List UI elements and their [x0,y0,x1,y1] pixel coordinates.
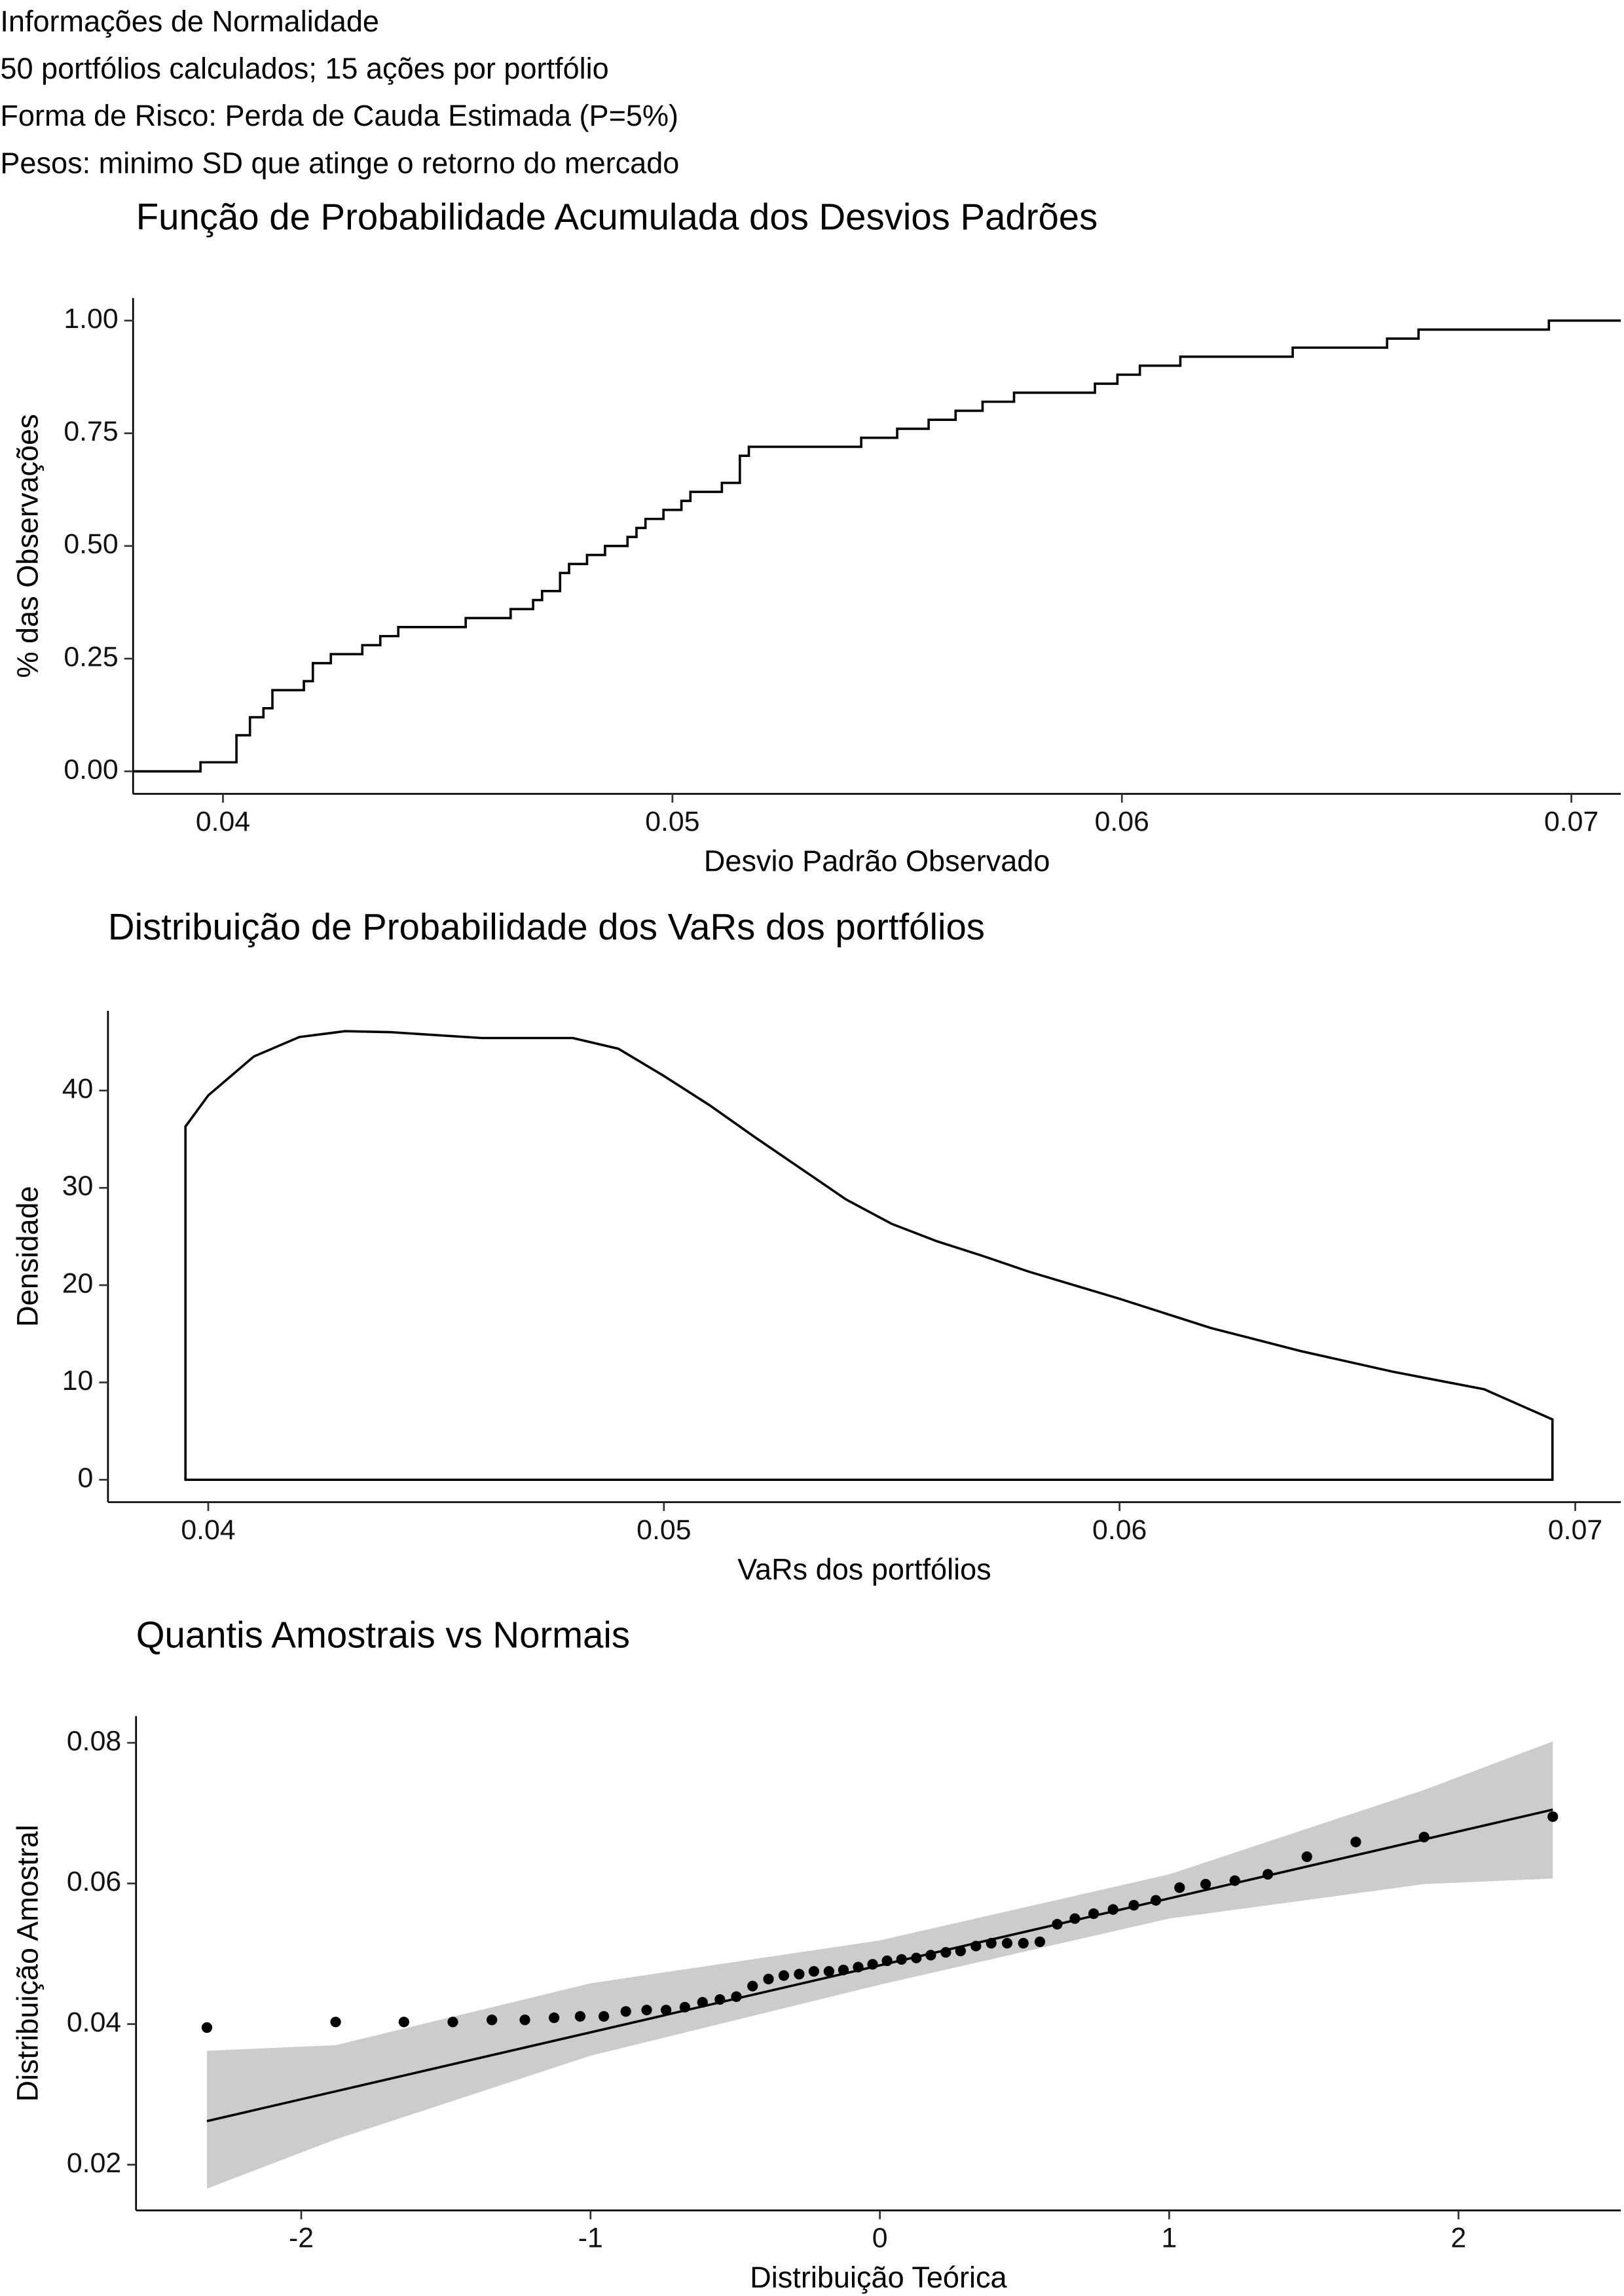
qq-point [1301,1851,1312,1863]
x-axis-title: VaRs dos portfólios [737,1552,991,1586]
chart-title: Distribuição de Probabilidade dos VaRs d… [108,906,985,947]
qq-point [970,1941,982,1952]
ecdf-line [133,319,1621,773]
x-tick-label: 0.04 [196,806,250,837]
qq-point [1174,1882,1185,1893]
y-tick-label: 1.00 [64,303,118,335]
qq-point [487,2014,498,2026]
qq-point [679,2001,690,2013]
qq-point [778,1970,790,1981]
qq-point [1088,1908,1099,1920]
y-axis-title: Distribuição Amostral [10,1825,44,2102]
qq-point [1151,1895,1162,1906]
qq-point [1200,1878,1211,1890]
qq-point [1229,1875,1240,1886]
qq-point [549,2012,560,2024]
x-tick-label: 0.04 [181,1514,235,1546]
y-tick-label: 20 [62,1267,94,1299]
x-tick-label: 0 [872,2223,888,2254]
x-axis-title: Desvio Padrão Observado [704,844,1050,877]
qq-point [1262,1868,1274,1880]
qq-point [808,1965,820,1977]
y-tick-label: 0 [78,1463,94,1494]
qq-point [1128,1900,1139,1911]
qq-point [201,2022,213,2033]
qq-point [574,2011,586,2022]
y-axis-title: Densidade [10,1186,44,1326]
x-tick-label: 0.05 [637,1514,691,1546]
qq-point [714,1994,726,2005]
y-tick-label: 0.04 [67,2007,121,2038]
chart-title: Quantis Amostrais vs Normais [136,1614,630,1656]
qq-point [330,2016,341,2028]
y-tick-label: 0.08 [67,1725,121,1757]
x-tick-label: 0.07 [1548,1514,1602,1546]
y-tick-label: 30 [62,1171,94,1202]
y-tick-label: 0.75 [64,416,118,447]
x-tick-label: 0.05 [645,806,699,837]
qq-point [1069,1913,1080,1924]
header-line: Forma de Risco: Perda de Cauda Estimada … [0,99,678,132]
x-tick-label: 0.06 [1095,806,1149,837]
qq-point [881,1955,893,1967]
y-tick-label: 10 [62,1365,94,1396]
x-tick-label: 1 [1162,2223,1177,2254]
chart-title: Função de Probabilidade Acumulada dos De… [136,196,1098,238]
qq-point [794,1969,805,1980]
qq-point [1034,1936,1046,1948]
x-tick-label: 0.07 [1544,806,1598,837]
qq-point [1418,1831,1430,1843]
qq-point [1052,1919,1063,1930]
qq-point [697,1997,708,2008]
header-line: Informações de Normalidade [0,5,379,38]
header-line: Pesos: minimo SD que atinge o retorno do… [0,146,679,179]
density-curve [184,1030,1554,1482]
y-tick-label: 0.00 [64,754,118,785]
x-tick-label: 0.06 [1092,1514,1147,1546]
qq-point [763,1973,774,1985]
qq-point [867,1959,878,1970]
x-axis-title: Distribuição Teórica [750,2261,1007,2294]
y-tick-label: 40 [62,1073,94,1104]
qq-point [1001,1938,1013,1949]
qq-point [599,2011,610,2022]
qq-point [1018,1938,1029,1949]
qq-point [986,1938,997,1949]
qq-point [1547,1811,1559,1822]
header-line: 50 portfólios calculados; 15 ações por p… [0,52,608,85]
qq-point [838,1964,849,1976]
y-tick-label: 0.06 [67,1866,121,1897]
qq-point [896,1954,907,1965]
qq-line [206,1808,1553,2123]
qq-point [853,1961,864,1973]
qq-point [823,1965,834,1977]
qq-point [519,2014,530,2026]
qq-point [447,2016,458,2028]
qq-point [731,1991,742,2002]
qq-point [1107,1904,1118,1915]
qq-point [925,1950,936,1961]
y-axis-title: % das Observações [10,414,44,678]
y-tick-label: 0.50 [64,528,118,560]
qq-point [940,1946,951,1958]
qq-point [620,2006,631,2017]
qq-point [398,2016,409,2028]
x-tick-label: -2 [289,2223,314,2254]
qq-point [955,1945,967,1957]
x-tick-label: 2 [1450,2223,1466,2254]
qq-point [911,1952,922,1963]
y-tick-label: 0.25 [64,641,118,672]
x-tick-label: -1 [578,2223,603,2254]
qq-point [661,2005,672,2016]
qq-point [641,2005,652,2016]
qq-point [747,1980,758,1992]
y-tick-label: 0.02 [67,2147,121,2179]
qq-point [1350,1836,1361,1848]
